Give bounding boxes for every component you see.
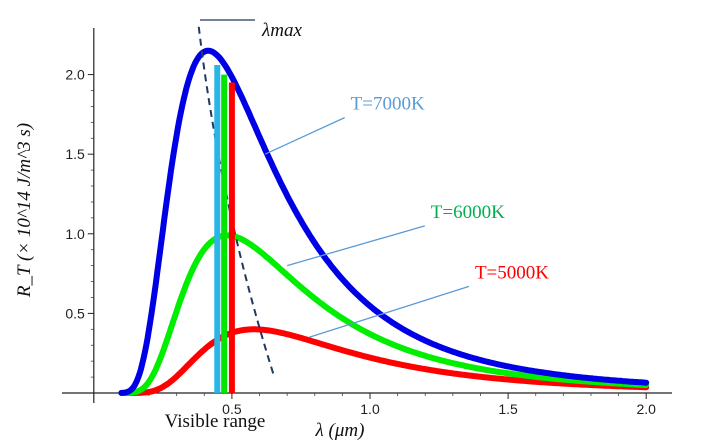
y-tick-label: 1.0 — [65, 226, 85, 242]
lambda-max-label: λmax — [261, 20, 302, 41]
annotation-leader — [264, 117, 345, 155]
curve-t5000k — [118, 326, 650, 396]
annotation-label: T=6000K — [431, 202, 505, 223]
annotation-label: T=7000K — [351, 94, 425, 115]
axes: 0.5 1.0 1.5 2.0 0.5 1.0 1.5 2.0 — [62, 28, 672, 417]
annotations: T=7000K T=6000K T=5000K — [264, 94, 549, 338]
y-tick-label: 0.5 — [65, 305, 85, 321]
x-tick-label: 0.5 — [222, 401, 242, 417]
series-curves — [118, 47, 650, 396]
y-tick-label: 2.0 — [65, 67, 85, 83]
curve-t7000k — [118, 47, 650, 396]
x-tick-label: 2.0 — [636, 401, 656, 417]
annotation-leader — [286, 225, 425, 267]
y-axis-label: R_T (× 10^14 J/m^3 s) — [14, 123, 35, 298]
x-tick-label: 1.0 — [360, 401, 380, 417]
x-axis-label: λ (μm) — [315, 420, 365, 441]
visible-range-bars — [214, 65, 235, 393]
visible-range-label: Visible range — [165, 411, 266, 432]
curve-t6000k — [118, 232, 650, 396]
annotation-leader — [309, 285, 470, 338]
y-tick-label: 1.5 — [65, 146, 85, 162]
wien-line — [197, 19, 275, 375]
annotation-label: T=5000K — [475, 262, 549, 283]
x-tick-label: 1.5 — [498, 401, 518, 417]
